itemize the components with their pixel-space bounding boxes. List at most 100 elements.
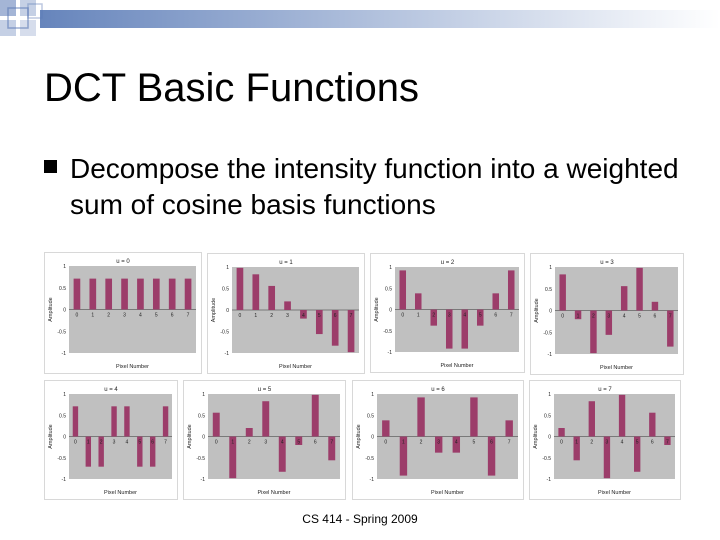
- chart-u0: u = 0 1 0.5 0 -0.5 -1 0 1 2 3 4 5 6 7 Pixel Number Ampl…: [44, 252, 202, 374]
- y-tick-label: -1: [225, 351, 230, 357]
- y-tick-label: -1: [548, 352, 553, 358]
- bar: [452, 436, 461, 453]
- x-tick-label: 1: [87, 440, 90, 446]
- y-tick-label: -0.5: [57, 456, 66, 462]
- header-decoration: [0, 0, 720, 36]
- chart-title: u = 7: [598, 387, 612, 393]
- bar: [417, 397, 425, 437]
- y-tick-label: -1: [388, 350, 393, 356]
- x-tick-label: 0: [561, 314, 564, 320]
- x-tick-label: 4: [623, 314, 626, 320]
- x-axis-label: Pixel Number: [598, 490, 631, 496]
- bar: [505, 420, 513, 437]
- x-tick-label: 3: [286, 313, 289, 319]
- y-tick-label: 0.5: [222, 287, 229, 293]
- x-tick-label: 6: [151, 440, 154, 446]
- bar: [588, 401, 595, 437]
- bar: [137, 278, 144, 310]
- x-tick-label: 0: [215, 440, 218, 446]
- x-tick-label: 6: [494, 313, 497, 319]
- chart-title: u = 1: [279, 260, 293, 266]
- x-tick-label: 0: [401, 313, 404, 319]
- x-tick-label: 2: [420, 440, 423, 446]
- y-axis-label: Amplitude: [534, 298, 540, 322]
- y-tick-label: -0.5: [365, 456, 374, 462]
- y-tick-label: 0: [389, 308, 392, 314]
- bar: [559, 274, 566, 311]
- x-tick-label: 7: [510, 313, 513, 319]
- bar: [620, 286, 628, 311]
- y-tick-label: 0.5: [544, 413, 551, 419]
- bar: [149, 436, 156, 467]
- x-axis-label: Pixel Number: [279, 364, 312, 370]
- x-axis-label: Pixel Number: [431, 490, 464, 496]
- x-tick-label: 0: [560, 440, 563, 446]
- y-tick-label: 0: [202, 435, 205, 441]
- chart-u2: u = 2 1 0.5 0 -0.5 -1 0 1 2 3 4 5 6 7 Pixel Number Ampl…: [370, 253, 525, 373]
- bar: [574, 310, 582, 320]
- x-tick-label: 4: [455, 440, 458, 446]
- y-tick-label: 1: [549, 265, 552, 271]
- bar: [507, 270, 515, 310]
- chart-svg: u = 6 1 0.5 0 -0.5 -1 0 1 2 3 4 5 6 7 Pixel Number Ampl…: [356, 387, 518, 496]
- chart-svg: u = 7 1 0.5 0 -0.5 -1 0 1 2 3 4 5 6 7 Pixel Number Ampl…: [533, 387, 675, 496]
- chart-svg: u = 3 1 0.5 0 -0.5 -1 0 1 2 3 4 5 6 7 Pixel Number Ampl…: [534, 260, 678, 371]
- chart-title: u = 2: [441, 260, 455, 266]
- chart-title: u = 4: [104, 387, 118, 393]
- bar: [89, 278, 97, 310]
- bar: [399, 270, 407, 310]
- bar: [105, 278, 113, 310]
- x-tick-label: 6: [651, 440, 654, 446]
- bar: [111, 406, 117, 437]
- bar: [252, 274, 260, 310]
- chart-u6: u = 6 1 0.5 0 -0.5 -1 0 1 2 3 4 5 6 7 Pixel Number Ampl…: [352, 380, 524, 500]
- x-tick-label: 7: [164, 440, 167, 446]
- y-axis-label: Amplitude: [48, 297, 54, 321]
- x-tick-label: 5: [138, 440, 141, 446]
- bar: [229, 436, 237, 479]
- x-tick-label: 5: [155, 313, 158, 319]
- y-tick-label: 1: [63, 392, 66, 398]
- bar: [331, 310, 339, 346]
- bar: [137, 436, 143, 467]
- y-tick-label: -1: [201, 477, 206, 483]
- x-tick-label: 1: [577, 314, 580, 320]
- y-tick-label: -0.5: [543, 330, 552, 336]
- bar: [311, 394, 319, 437]
- x-tick-label: 7: [187, 313, 190, 319]
- square-bullet-icon: [44, 160, 57, 173]
- bar: [121, 278, 128, 310]
- x-tick-label: 3: [123, 313, 126, 319]
- bar: [476, 309, 484, 326]
- chart-title: u = 3: [600, 260, 614, 266]
- x-axis-label: Pixel Number: [440, 363, 473, 369]
- x-tick-label: 6: [171, 313, 174, 319]
- y-tick-label: -1: [547, 477, 552, 483]
- x-tick-label: 2: [432, 313, 435, 319]
- x-tick-label: 1: [575, 440, 578, 446]
- x-axis-label: Pixel Number: [257, 490, 290, 496]
- bar: [634, 436, 641, 472]
- y-tick-label: 1: [202, 392, 205, 398]
- y-tick-label: 0.5: [59, 413, 66, 419]
- chart-u4: u = 4 1 0.5 0 -0.5 -1 0 1 2 3 4 5 6 7 Pixel Number Ampl…: [44, 380, 178, 500]
- bar: [430, 309, 438, 326]
- bar: [72, 406, 79, 437]
- bar: [434, 436, 443, 453]
- y-tick-label: 1: [548, 392, 551, 398]
- bar: [636, 267, 643, 311]
- bar: [152, 278, 160, 310]
- bar: [347, 310, 355, 353]
- x-tick-label: 5: [479, 313, 482, 319]
- y-tick-label: 0.5: [198, 413, 205, 419]
- x-tick-label: 0: [239, 313, 242, 319]
- x-tick-label: 5: [636, 440, 639, 446]
- chart-svg: u = 1 1 0.5 0 -0.5 -1 0 1 2 3 4 5 6 7 Pixel Number Ampl…: [211, 260, 359, 370]
- bar: [603, 436, 611, 479]
- chart-u1: u = 1 1 0.5 0 -0.5 -1 0 1 2 3 4 5 6 7 Pixel Number Ampl…: [207, 253, 365, 374]
- x-tick-label: 3: [606, 440, 609, 446]
- y-tick-label: 0.5: [367, 413, 374, 419]
- y-tick-label: 0.5: [545, 287, 552, 293]
- x-tick-label: 1: [231, 440, 234, 446]
- bar: [300, 310, 307, 319]
